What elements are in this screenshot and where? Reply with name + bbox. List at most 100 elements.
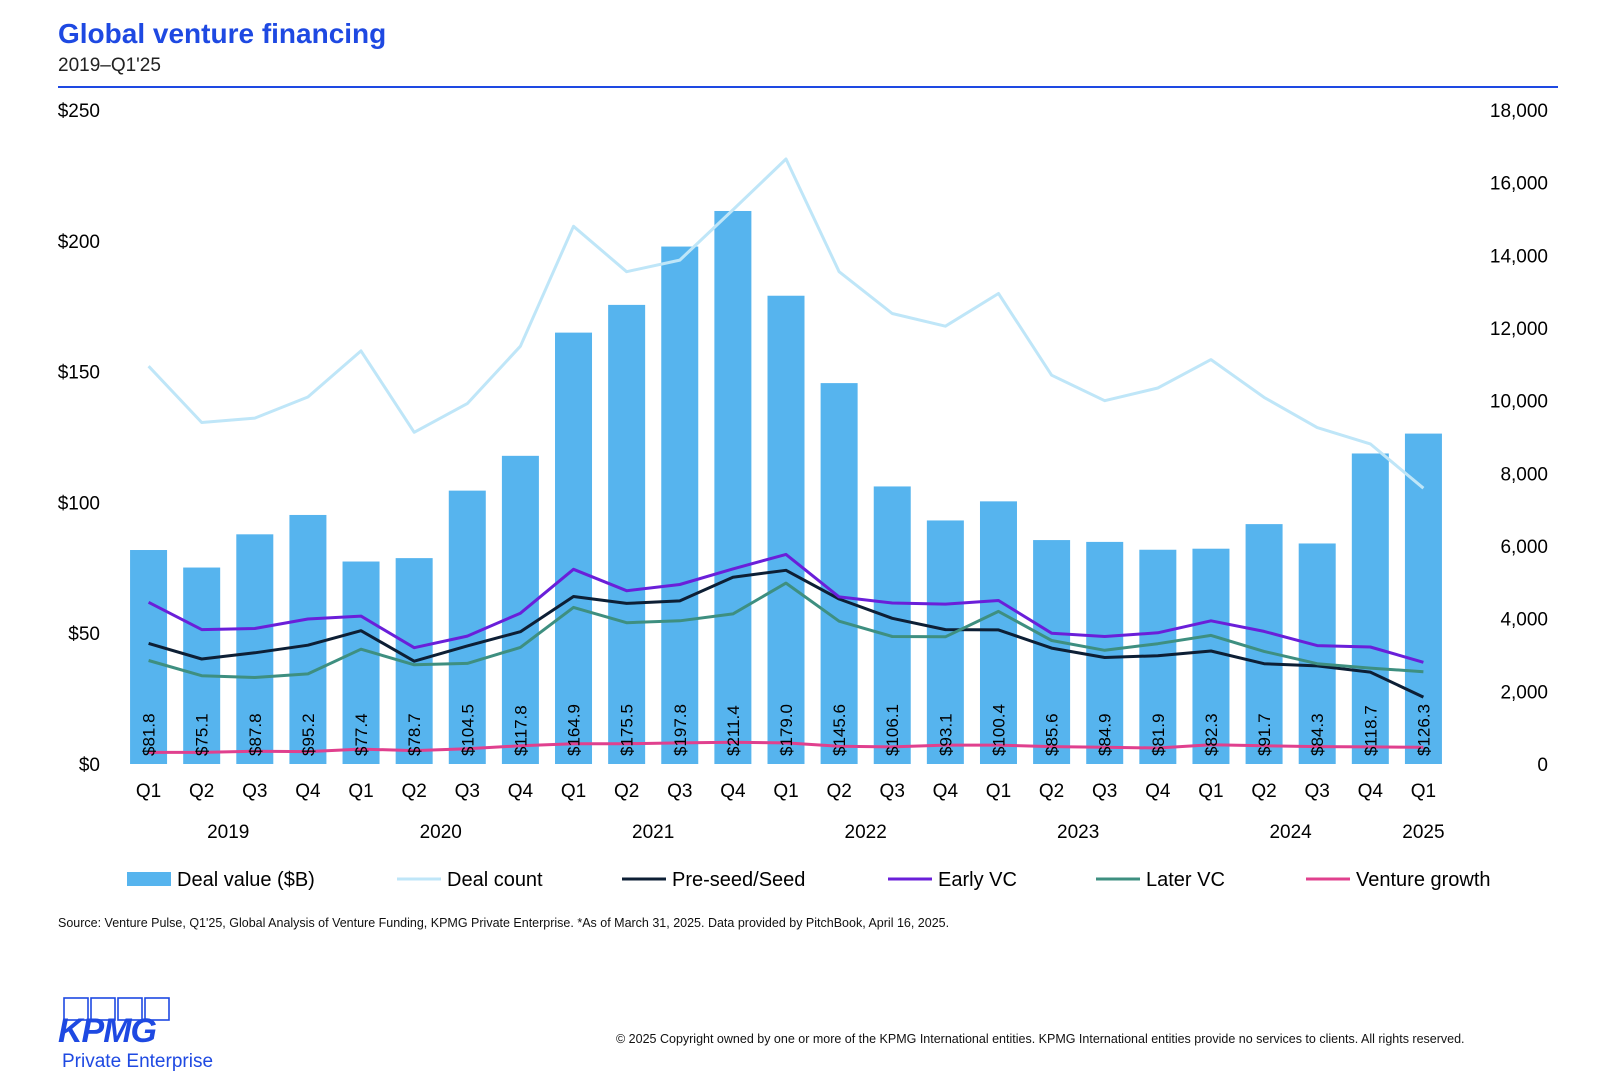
deal-value-bar [767,295,805,764]
deal-value-bar [1298,543,1336,764]
bar-data-label: $95.2 [299,713,318,756]
legend-label: Later VC [1146,869,1225,891]
deal-value-bar [714,210,752,764]
left-axis-tick-label: $100 [58,493,100,514]
legend-item: Pre-seed/Seed [622,869,805,891]
x-axis-tick-label: Q3 [667,781,692,802]
legend-item: Deal count [397,869,543,891]
deal-value-bar [130,550,168,764]
legend-swatch [127,872,171,886]
axes: $0 $50 $100 $150 $200 $250 0 2,000 4,000 6,000 8,0… [58,101,1548,843]
bar-data-label: $87.8 [246,713,265,756]
legend-label: Deal value ($B) [177,869,315,891]
bar-data-label: $197.8 [671,704,690,756]
deal-value-bar [501,455,539,764]
bar-data-label: $82.3 [1202,713,1221,756]
x-axis-tick-label: Q3 [242,781,267,802]
x-axis-tick-label: Q4 [720,781,746,802]
deal-value-bar [873,486,911,764]
bar-data-label: $75.1 [193,713,212,756]
year-label: 2024 [1269,822,1312,843]
deal-value-bar [608,304,646,764]
x-axis-tick-label: Q1 [136,781,161,802]
x-axis-tick-label: Q3 [455,781,480,802]
bar-data-label: $84.3 [1308,713,1327,756]
legend-label: Venture growth [1356,869,1491,891]
legend-item: Deal value ($B) [127,869,315,891]
x-axis-tick-label: Q2 [401,781,426,802]
series-line-venture-growth [148,740,1424,754]
legend-item: Later VC [1096,869,1225,891]
right-axis-tick-label: 0 [1537,755,1548,776]
deal-value-bars [130,210,1442,765]
deal-value-bar [1351,453,1389,764]
deal-value-bar [926,520,964,764]
bar-data-label: $211.4 [724,705,743,756]
right-axis-tick-label: 4,000 [1500,610,1548,631]
legend-label: Deal count [447,869,543,891]
bar-data-labels: $81.8 $75.1 $87.8 $95.2 $77.4 $78.7 $104.5 $117… [140,704,1434,756]
x-axis-tick-label: Q3 [880,781,905,802]
x-axis-tick-label: Q4 [295,781,321,802]
bar-data-label: $126.3 [1414,704,1433,756]
legend-item: Early VC [888,869,1017,891]
chart-title: Global venture financing [58,18,387,49]
deal-value-bar [1192,548,1230,764]
left-axis-tick-label: $0 [79,755,100,776]
deal-value-bar [448,490,486,764]
bar-data-label: $100.4 [989,704,1008,756]
kpmg-logo: KPMG [58,996,218,1070]
bar-data-label: $117.8 [511,705,530,756]
x-axis-tick-label: Q1 [773,781,798,802]
x-axis-tick-label: Q4 [933,781,959,802]
deal-value-bar [183,567,221,764]
year-label: 2025 [1402,822,1444,843]
right-axis-tick-label: 2,000 [1500,682,1548,703]
bar-data-label: $106.1 [883,704,902,756]
source-note: Source: Venture Pulse, Q1'25, Global Ana… [58,916,950,930]
right-axis-tick-label: 8,000 [1500,464,1548,485]
year-label: 2019 [207,822,249,843]
series-line-later-vc [148,581,1424,679]
deal-value-bar [342,561,380,764]
series-lines [147,157,1425,754]
right-axis-tick-label: 18,000 [1490,101,1548,122]
x-axis-tick-label: Q2 [1039,781,1064,802]
deal-value-bar [1033,540,1071,764]
bar-data-label: $164.9 [565,704,584,756]
x-axis-tick-label: Q3 [1092,781,1117,802]
right-axis-tick-label: 6,000 [1500,537,1548,558]
right-axis-tick-label: 10,000 [1490,392,1548,413]
left-axis-tick-label: $200 [58,232,100,253]
chart-subtitle: 2019–Q1'25 [58,55,161,76]
left-axis-tick-label: $150 [58,363,100,384]
year-label: 2020 [420,822,462,843]
legend-label: Pre-seed/Seed [672,869,805,891]
bar-data-label: $179.0 [777,704,796,756]
left-axis-tick-label: $50 [68,624,100,645]
deal-value-bar [1404,433,1442,764]
bar-data-label: $104.5 [458,704,477,756]
x-axis-tick-label: Q3 [1305,781,1330,802]
year-label: 2023 [1057,822,1099,843]
bar-data-label: $84.9 [1096,713,1115,756]
logo-subtext: Private Enterprise [62,1051,214,1072]
x-axis-tick-label: Q1 [348,781,373,802]
bar-data-label: $93.1 [936,713,955,756]
svg-text:KPMG: KPMG [58,1012,157,1050]
legend: Deal value ($B) Deal count Pre-seed/Seed Ea… [127,869,1491,891]
year-label: 2021 [632,822,674,843]
bar-data-label: $145.6 [830,704,849,756]
bar-data-label: $85.6 [1043,713,1062,756]
series-line-early-vc [147,552,1424,664]
title-divider [58,86,1558,88]
deal-value-bar [820,383,858,764]
x-axis-tick-label: Q4 [508,781,534,802]
bar-data-label: $91.7 [1255,713,1274,756]
bar-data-label: $81.8 [140,713,159,756]
bar-data-label: $81.9 [1149,713,1168,756]
deal-value-bar [661,246,699,765]
legend-label: Early VC [938,869,1017,891]
series-line-deal-count [147,157,1425,490]
x-axis-tick-label: Q1 [986,781,1011,802]
